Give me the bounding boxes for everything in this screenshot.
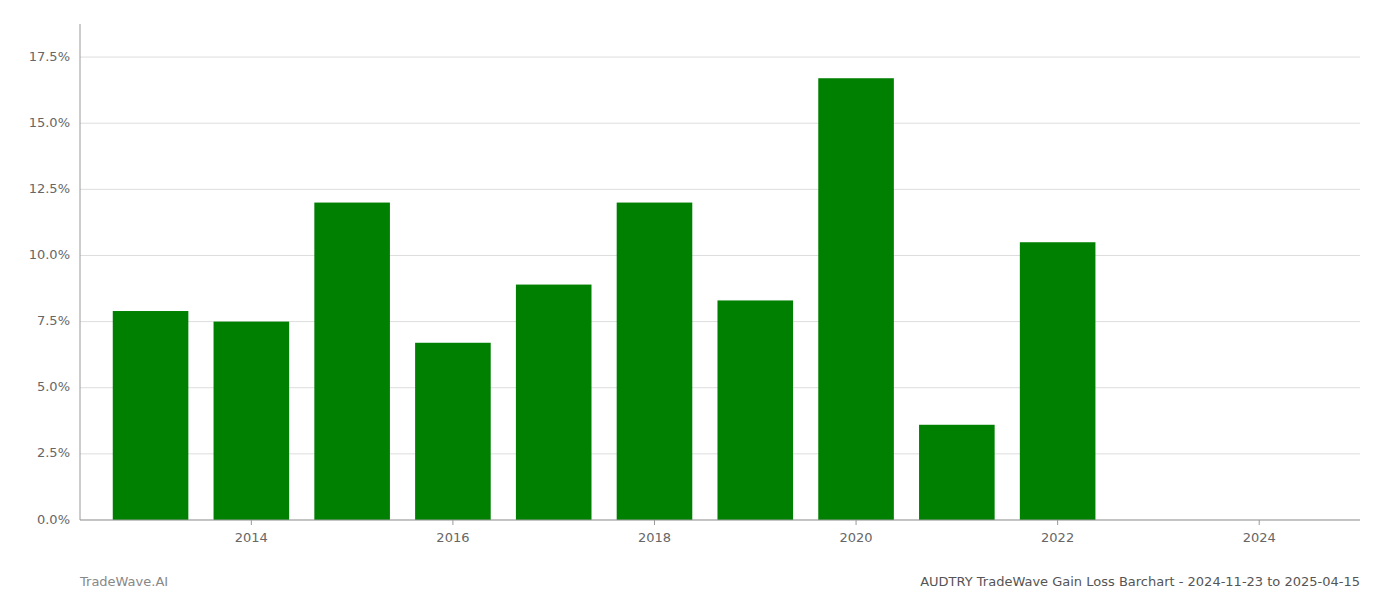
y-tick-label: 12.5% [29,181,70,196]
bar [516,285,592,520]
grid-line [80,189,1360,190]
y-axis-line [80,24,81,520]
x-tick [654,520,655,525]
grid-line [80,520,1360,521]
chart-container: 0.0% 2.5% 5.0% 7.5% 10.0% 12.5% 15.0% 17.5% 2014… [0,0,1400,600]
bar [818,78,894,520]
y-tick-label: 10.0% [29,247,70,262]
watermark: TradeWave.AI [79,574,168,589]
x-tick-label: 2018 [638,530,671,545]
grid-line [80,123,1360,124]
bar [617,203,693,520]
x-tick-label: 2016 [436,530,469,545]
grid-line [80,57,1360,58]
x-tick [452,520,453,525]
x-tick [856,520,857,525]
y-tick-label: 15.0% [29,115,70,130]
bar [919,425,995,520]
bar [717,300,793,520]
bar [113,311,189,520]
chart-svg: 0.0% 2.5% 5.0% 7.5% 10.0% 12.5% 15.0% 17.5% 2014… [0,0,1400,600]
title: AUDTRY TradeWave Gain Loss Barchart - 20… [920,574,1360,589]
x-tick [1057,520,1058,525]
grid-line [80,255,1360,256]
x-tick-label: 2014 [235,530,268,545]
y-tick-label: 2.5% [37,445,70,460]
y-tick-label: 17.5% [29,49,70,64]
x-axis-line [80,520,1360,521]
x-tick-label: 2020 [840,530,873,545]
bar [1020,242,1096,520]
y-tick-label: 0.0% [37,512,70,527]
x-tick-label: 2022 [1041,530,1074,545]
bar [314,203,390,520]
x-tick [251,520,252,525]
y-tick-label: 7.5% [37,313,70,328]
bars [113,78,1096,520]
y-tick-label: 5.0% [37,379,70,394]
bar [415,343,491,520]
x-tick [1259,520,1260,525]
bar [214,322,290,520]
x-tick-label: 2024 [1243,530,1276,545]
y-grid [80,57,1360,520]
